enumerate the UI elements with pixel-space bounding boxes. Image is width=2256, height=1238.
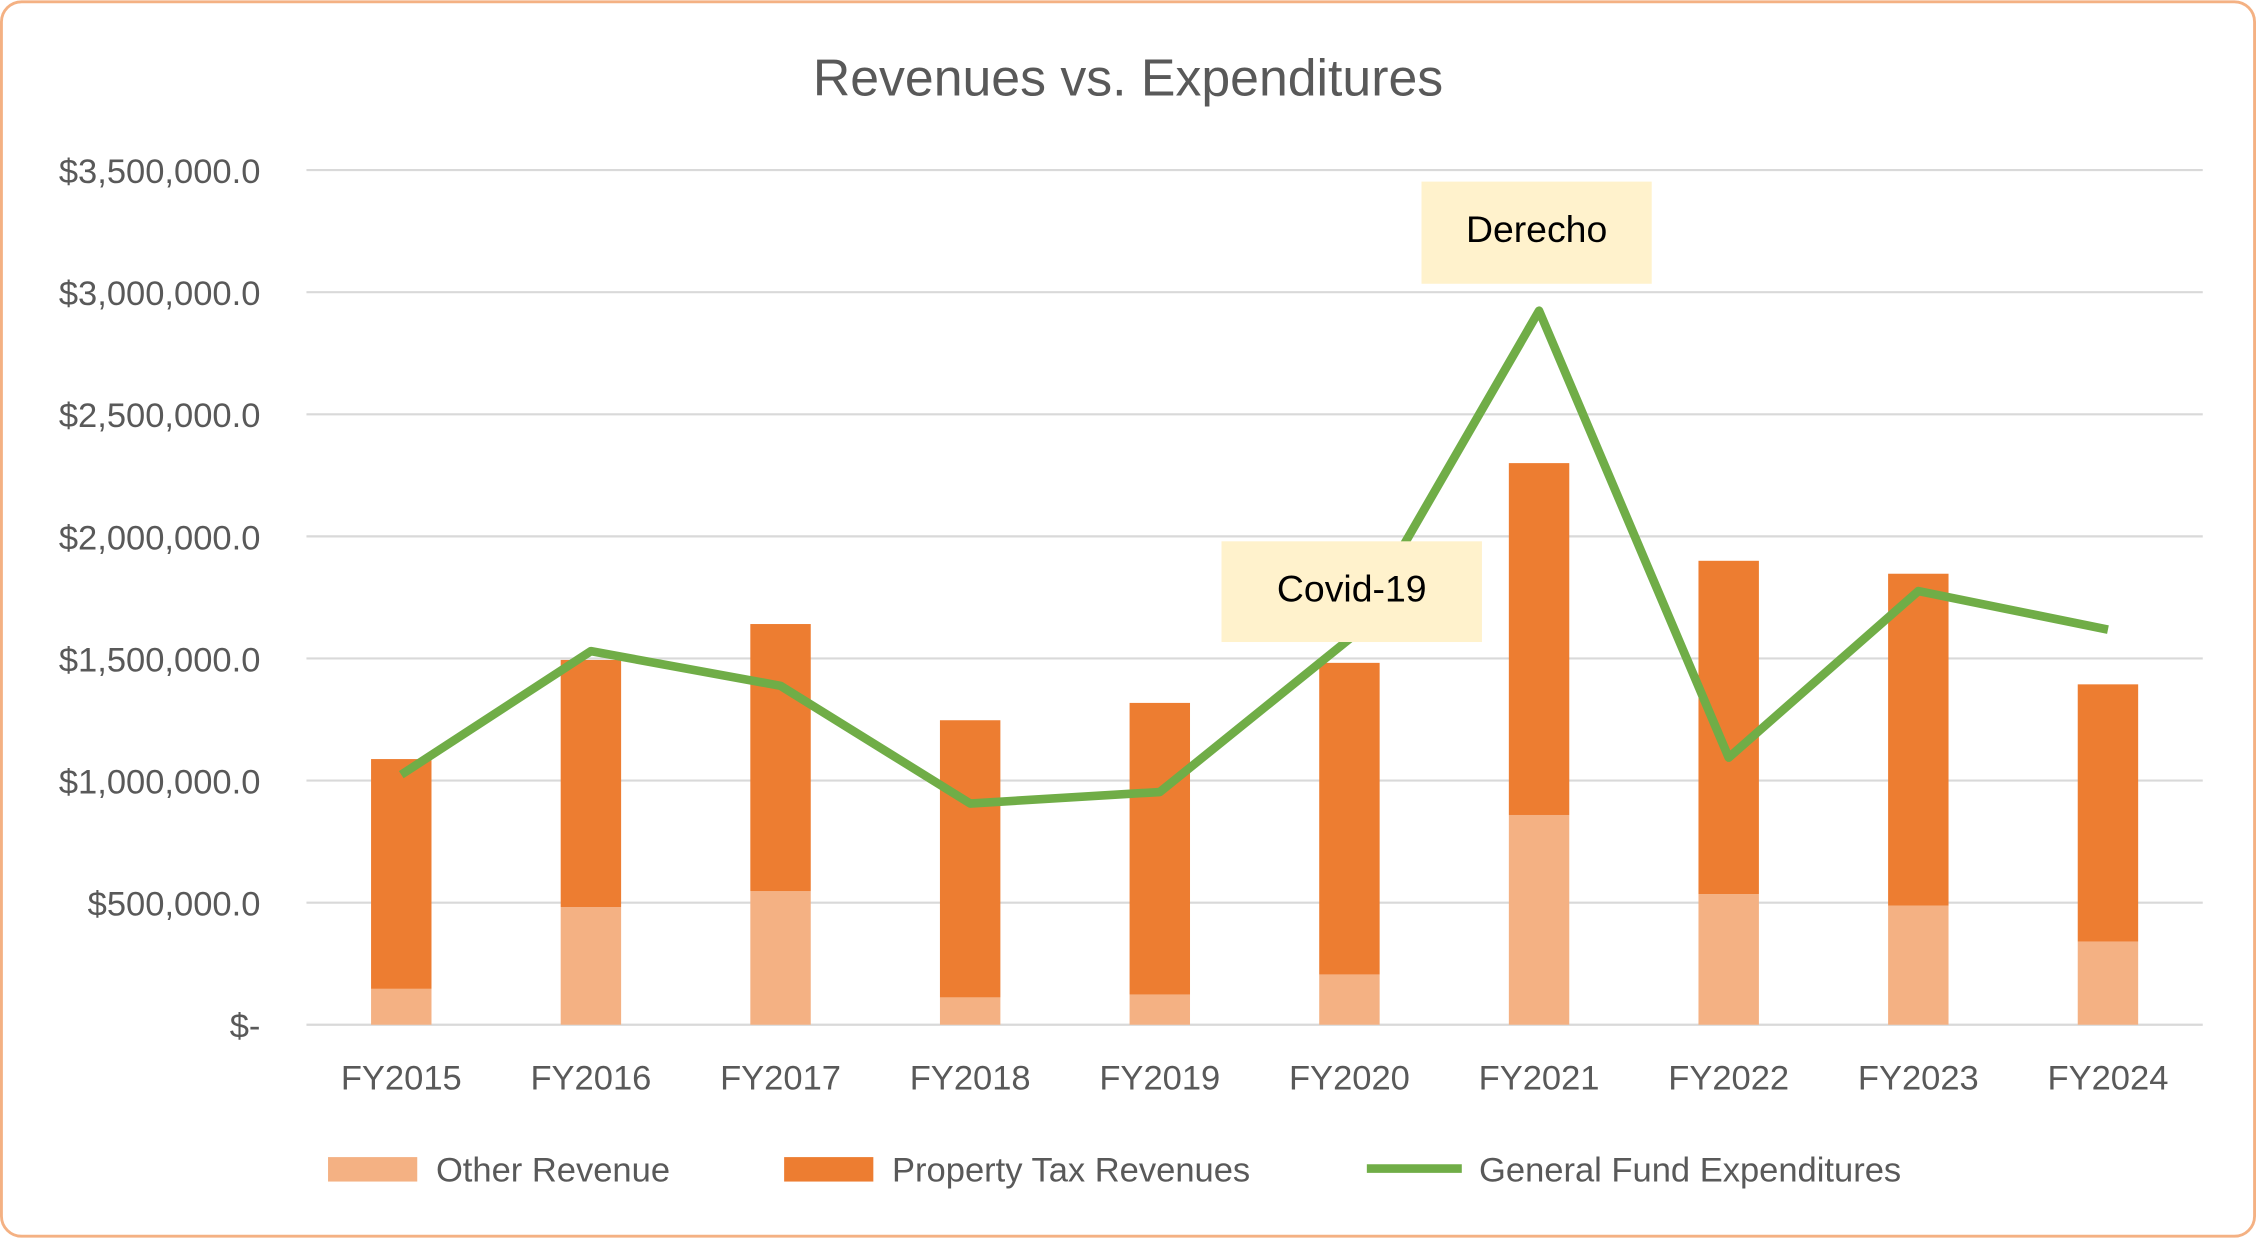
bar-property-tax <box>1888 573 1949 906</box>
x-tick-label: FY2018 <box>910 1059 1031 1097</box>
bar-other-revenue <box>560 907 622 1025</box>
bar-other-revenue <box>2077 941 2139 1025</box>
legend-label: Property Tax Revenues <box>892 1152 1250 1190</box>
bar-property-tax <box>2077 684 2139 942</box>
bar-other-revenue <box>750 891 811 1025</box>
y-tick-label: $1,500,000.0 <box>59 641 261 679</box>
bar-other-revenue <box>1129 994 1191 1025</box>
bar-other-revenue <box>1888 905 1949 1025</box>
legend-swatch <box>328 1157 418 1182</box>
x-tick-label: FY2024 <box>2048 1059 2169 1097</box>
y-tick-label: $2,000,000.0 <box>59 519 261 557</box>
x-tick-label: FY2020 <box>1289 1059 1410 1097</box>
bar-other-revenue <box>939 997 1001 1025</box>
bar-property-tax <box>750 624 811 892</box>
bar-other-revenue <box>1698 894 1759 1025</box>
bar-property-tax <box>371 759 432 989</box>
y-tick-label: $1,000,000.0 <box>59 764 261 802</box>
x-tick-label: FY2019 <box>1099 1059 1220 1097</box>
x-tick-label: FY2021 <box>1479 1059 1600 1097</box>
bar-property-tax <box>939 720 1001 998</box>
y-tick-label: $- <box>230 1008 261 1046</box>
y-tick-label: $500,000.0 <box>88 886 261 924</box>
y-tick-label: $2,500,000.0 <box>59 397 261 435</box>
bar-property-tax <box>1319 662 1380 975</box>
x-tick-label: FY2017 <box>720 1059 841 1097</box>
annotation-box <box>1221 541 1482 643</box>
bar-property-tax <box>1129 702 1191 995</box>
annotation-covid-19: Covid-19 <box>1277 568 1427 610</box>
chart-title: Revenues vs. Expenditures <box>813 48 1443 106</box>
bar-property-tax <box>1508 463 1570 815</box>
bar-property-tax <box>1698 560 1759 895</box>
legend-label: General Fund Expenditures <box>1479 1152 1901 1190</box>
bar-other-revenue <box>1508 814 1570 1025</box>
y-tick-label: $3,500,000.0 <box>59 153 261 191</box>
legend-label: Other Revenue <box>436 1152 670 1190</box>
legend-swatch <box>784 1157 874 1182</box>
x-tick-label: FY2022 <box>1668 1059 1789 1097</box>
annotation-derecho: Derecho <box>1466 208 1607 250</box>
x-tick-label: FY2015 <box>341 1059 462 1097</box>
annotation-box <box>1421 181 1652 284</box>
x-tick-label: FY2016 <box>530 1059 651 1097</box>
line-general-fund-expenditures <box>398 306 2109 808</box>
x-tick-label: FY2023 <box>1858 1059 1979 1097</box>
bar-other-revenue <box>1319 974 1380 1025</box>
bar-other-revenue <box>371 988 432 1025</box>
y-tick-label: $3,000,000.0 <box>59 275 261 313</box>
bar-property-tax <box>560 659 622 908</box>
